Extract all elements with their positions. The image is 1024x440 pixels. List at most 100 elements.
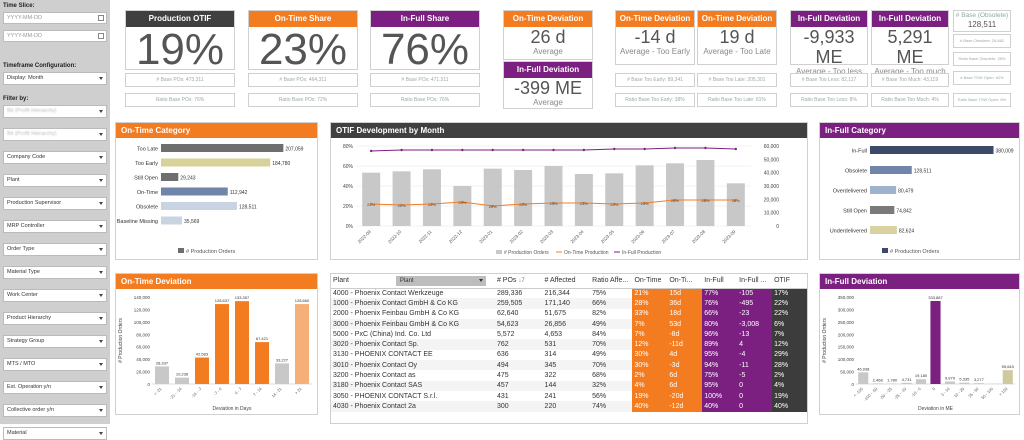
col-ratio-affected[interactable]: Ratio Affe... bbox=[590, 274, 632, 288]
kpi-value: -14 d bbox=[616, 27, 694, 47]
kpi-title: On-Time Deviation bbox=[616, 11, 694, 27]
filter-order-type[interactable]: Order Type bbox=[3, 243, 107, 256]
x-tick: 2022-11 bbox=[418, 229, 433, 244]
table-cell: 0 bbox=[737, 391, 772, 401]
table-cell: 40% bbox=[632, 401, 667, 411]
x-tick: > 100 bbox=[998, 386, 1009, 397]
table-cell: 531 bbox=[543, 339, 591, 349]
col-in-full-dev[interactable]: In-Full ... bbox=[737, 274, 772, 288]
in-full-point bbox=[431, 149, 433, 151]
table-cell: 171,140 bbox=[543, 298, 591, 308]
table-cell: 75% bbox=[702, 370, 737, 380]
x-tick: 2022-10 bbox=[387, 229, 403, 245]
bar bbox=[870, 206, 894, 214]
calendar-icon[interactable] bbox=[98, 33, 104, 39]
col-in-full[interactable]: In-Full bbox=[702, 274, 737, 288]
filter-production-supervisor[interactable]: Production Supervisor bbox=[3, 197, 107, 210]
col-on-time[interactable]: On-Time bbox=[632, 274, 667, 288]
table-cell: 345 bbox=[543, 360, 591, 370]
y-tick: 0 bbox=[851, 382, 854, 387]
table-cell: 76% bbox=[702, 298, 737, 308]
table-cell: -3d bbox=[667, 360, 702, 370]
bar bbox=[423, 169, 441, 226]
bar bbox=[195, 358, 209, 384]
col-affected[interactable]: # Affected bbox=[543, 274, 591, 288]
table-cell: -11 bbox=[737, 360, 772, 370]
sort-icon[interactable]: ↓7 bbox=[518, 278, 524, 284]
legend-label: # Production Orders bbox=[890, 249, 939, 255]
y-tick: 100,000 bbox=[838, 357, 855, 362]
table-cell: 29% bbox=[772, 350, 807, 360]
filter-mts-mto[interactable]: MTS / MTO bbox=[3, 358, 107, 371]
filter-product-hierarchy[interactable]: Product Hierarchy bbox=[3, 312, 107, 325]
data-label: 80,479 bbox=[898, 189, 914, 195]
kpi-sub: Average bbox=[504, 98, 592, 107]
table-cell: 3050 - PHOENIX CONTACT S.r.l. bbox=[331, 391, 495, 401]
table-cell: 36d bbox=[667, 298, 702, 308]
date-from-input[interactable]: YYYY-MM-DD bbox=[3, 12, 107, 24]
table-cell: 68% bbox=[590, 370, 632, 380]
filter-profit-hierarchy-1[interactable]: Bit (Profit Hierarchy) bbox=[3, 105, 107, 118]
otif-development-panel: OTIF Development by Month 0%20%40%60%80%… bbox=[330, 122, 808, 260]
chevron-down-icon bbox=[99, 294, 103, 297]
chevron-down-icon bbox=[99, 133, 103, 136]
table-cell: 19% bbox=[772, 391, 807, 401]
col-on-time-dev[interactable]: On-Ti... bbox=[667, 274, 702, 288]
calendar-icon[interactable] bbox=[98, 15, 104, 21]
bar bbox=[161, 202, 237, 210]
filter-mrp-controller[interactable]: MRP Controller bbox=[3, 220, 107, 233]
plant-dropdown[interactable]: Plant bbox=[396, 276, 486, 286]
kpi-value: 19% bbox=[126, 27, 234, 73]
filter-material[interactable]: Material bbox=[3, 427, 107, 440]
data-label: 133,357 bbox=[235, 295, 250, 300]
filter-work-center[interactable]: Work Center bbox=[3, 289, 107, 302]
x-tick: > 21 bbox=[294, 386, 304, 396]
kpi-sub: # Base Too Late: 205,301 bbox=[697, 73, 777, 87]
filter-company-code[interactable]: Company Code bbox=[3, 151, 107, 164]
x-tick: < -21 bbox=[153, 386, 164, 397]
filter-plant[interactable]: Plant bbox=[3, 174, 107, 187]
kpi-value: -399 ME bbox=[504, 78, 592, 98]
data-label: 3,277 bbox=[974, 377, 985, 382]
table-cell: 54,623 bbox=[495, 319, 543, 329]
data-label: 5,335 bbox=[959, 377, 970, 382]
filter-ext-operation[interactable]: Ext. Operation y/n bbox=[3, 381, 107, 394]
bar bbox=[902, 383, 912, 384]
col-otif[interactable]: OTIF bbox=[772, 274, 807, 288]
table-cell: 66% bbox=[702, 309, 737, 319]
display-select[interactable]: Display: Month bbox=[3, 72, 107, 85]
kpi-sub: Average - Too Early bbox=[616, 47, 694, 56]
in-full-point bbox=[492, 149, 494, 151]
category-label: Obsolete bbox=[845, 169, 867, 175]
data-label: 380,009 bbox=[996, 149, 1014, 155]
y-tick-right: 50,000 bbox=[764, 157, 780, 163]
chevron-down-icon bbox=[99, 248, 103, 251]
chevron-down-icon bbox=[99, 156, 103, 159]
filter-strategy-group[interactable]: Strategy Group bbox=[3, 335, 107, 348]
date-to-input[interactable]: YYYY-MM-DD bbox=[3, 30, 107, 42]
x-tick: -100 - -50 bbox=[863, 386, 879, 402]
filter-collective-order[interactable]: Collective order y/n bbox=[3, 404, 107, 417]
x-tick: 0 bbox=[931, 386, 937, 392]
bar bbox=[255, 342, 269, 384]
col-pos[interactable]: # POs ↓7 bbox=[495, 274, 543, 288]
data-label: 1,780 bbox=[887, 378, 898, 383]
y-tick-left: 20% bbox=[343, 204, 354, 210]
col-plant[interactable]: Plant Plant bbox=[331, 274, 495, 288]
bar bbox=[696, 160, 714, 226]
x-tick: 7 - 14 bbox=[252, 386, 263, 397]
filter-profit-hierarchy-2[interactable]: Bit (Profit Hierarchy) bbox=[3, 128, 107, 141]
filter-material-type[interactable]: Material Type bbox=[3, 266, 107, 279]
